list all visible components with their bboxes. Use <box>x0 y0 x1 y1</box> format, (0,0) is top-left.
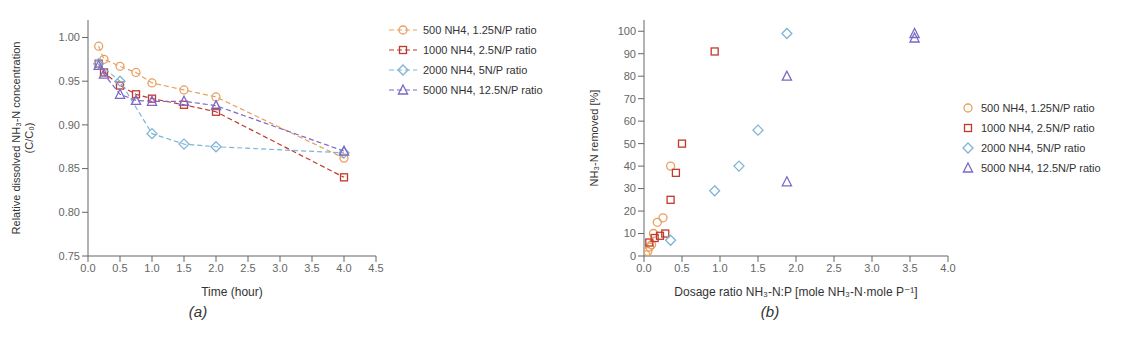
svg-text:0.0: 0.0 <box>80 262 95 274</box>
svg-text:80: 80 <box>624 70 636 82</box>
svg-text:20: 20 <box>624 205 636 217</box>
svg-text:0.75: 0.75 <box>59 250 80 262</box>
html-text:2000 NH4, 5N/P ratio: 2000 NH4, 5N/P ratio <box>423 64 528 76</box>
svg-text:3.0: 3.0 <box>272 262 287 274</box>
svg-text:2.0: 2.0 <box>208 262 223 274</box>
svg-text:NH₃-N removed [%]: NH₃-N removed [%] <box>588 90 600 187</box>
html-text:500 NH4, 1.25N/P ratio: 500 NH4, 1.25N/P ratio <box>423 24 537 36</box>
svg-text:2.5: 2.5 <box>826 262 841 274</box>
svg-text:100: 100 <box>618 25 636 37</box>
svg-text:0.5: 0.5 <box>674 262 689 274</box>
svg-text:0.80: 0.80 <box>59 206 80 218</box>
svg-text:Dosage ratio NH₃-N:P [mole NH₃: Dosage ratio NH₃-N:P [mole NH₃-N·mole P⁻… <box>674 285 917 299</box>
svg-text:1.0: 1.0 <box>144 262 159 274</box>
svg-text:1.0: 1.0 <box>712 262 727 274</box>
svg-text:3.0: 3.0 <box>864 262 879 274</box>
svg-text:1.00: 1.00 <box>59 31 80 43</box>
svg-text:30: 30 <box>624 182 636 194</box>
svg-text:0.90: 0.90 <box>59 119 80 131</box>
html-text:5000 NH4, 12.5N/P ratio: 5000 NH4, 12.5N/P ratio <box>981 162 1101 174</box>
html-text:1000 NH4, 2.5N/P ratio: 1000 NH4, 2.5N/P ratio <box>981 122 1095 134</box>
svg-text:0.95: 0.95 <box>59 75 80 87</box>
svg-text:3.5: 3.5 <box>304 262 319 274</box>
svg-text:1.5: 1.5 <box>750 262 765 274</box>
html-text:500 NH4, 1.25N/P ratio: 500 NH4, 1.25N/P ratio <box>981 102 1095 114</box>
svg-text:3.5: 3.5 <box>902 262 917 274</box>
svg-text:50: 50 <box>624 138 636 150</box>
svg-text:1.5: 1.5 <box>176 262 191 274</box>
svg-text:70: 70 <box>624 93 636 105</box>
svg-text:0: 0 <box>630 250 636 262</box>
html-text:2000 NH4, 5N/P ratio: 2000 NH4, 5N/P ratio <box>981 142 1086 154</box>
svg-text:0.0: 0.0 <box>636 262 651 274</box>
svg-text:60: 60 <box>624 115 636 127</box>
svg-text:10: 10 <box>624 227 636 239</box>
svg-text:0.5: 0.5 <box>112 262 127 274</box>
svg-text:4.0: 4.0 <box>940 262 955 274</box>
svg-text:4.0: 4.0 <box>336 262 351 274</box>
html-text:1000 NH4, 2.5N/P ratio: 1000 NH4, 2.5N/P ratio <box>423 44 537 56</box>
svg-text:Relative dissolved NH₃-N conce: Relative dissolved NH₃-N concentration(C… <box>10 42 35 235</box>
svg-text:40: 40 <box>624 160 636 172</box>
html-text:(b): (b) <box>760 303 780 320</box>
svg-text:0.85: 0.85 <box>59 162 80 174</box>
html-text:5000 NH4, 12.5N/P ratio: 5000 NH4, 12.5N/P ratio <box>423 84 543 96</box>
html-text:(a): (a) <box>188 303 208 320</box>
svg-text:4.5: 4.5 <box>368 262 383 274</box>
svg-text:2.5: 2.5 <box>240 262 255 274</box>
svg-text:90: 90 <box>624 48 636 60</box>
svg-text:2.0: 2.0 <box>788 262 803 274</box>
svg-text:Time (hour): Time (hour) <box>201 285 263 299</box>
